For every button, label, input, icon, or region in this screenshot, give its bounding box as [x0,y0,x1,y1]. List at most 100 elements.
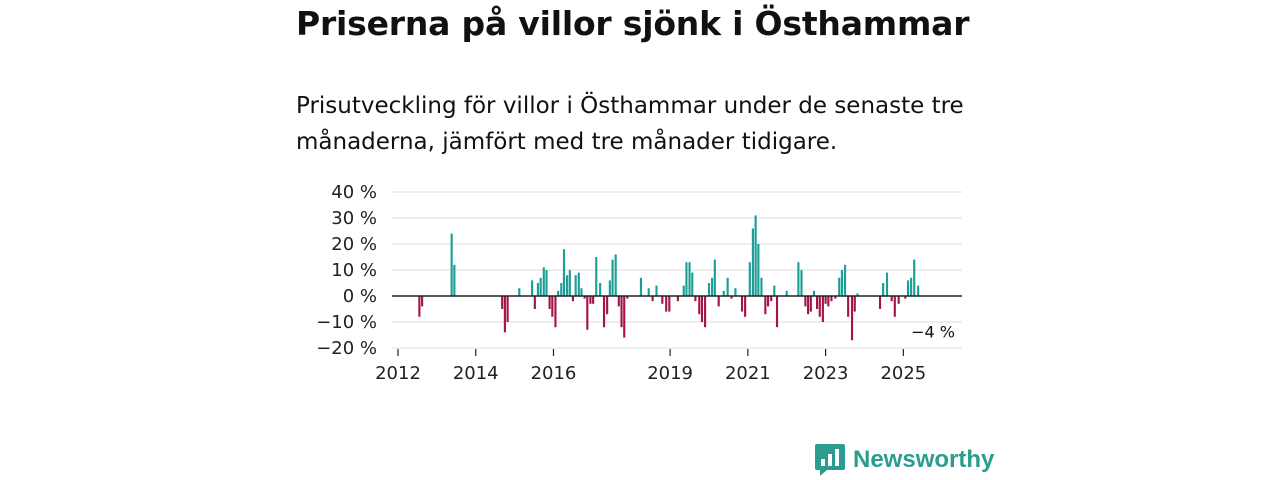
bar [560,283,563,296]
bar [757,244,760,296]
bar [812,290,816,296]
bar [913,259,916,296]
bar [626,296,629,299]
bar [704,296,707,328]
latest-value-label: −4 % [911,322,955,341]
bar [809,296,812,312]
bar [797,262,800,296]
bar [536,283,540,296]
y-tick-label: 10 % [331,260,377,281]
chart-subtitle: Prisutveckling för villor i Östhammar un… [296,93,964,155]
bar [531,280,534,296]
bar [744,296,747,317]
bar [562,249,566,296]
bar [554,296,557,328]
bar [568,270,571,296]
bar [676,296,679,302]
bar [804,296,807,307]
bar [611,259,614,296]
bar [685,262,688,296]
y-tick-label: −20 % [316,338,377,359]
bar [840,270,844,296]
x-tick-label: 2016 [531,363,577,384]
newsworthy-logo-icon [815,444,845,476]
y-tick-label: 30 % [331,208,377,229]
bar [730,296,733,299]
bar [557,290,560,296]
bar [606,296,609,315]
y-tick-label: 20 % [331,234,377,255]
bar [503,296,506,333]
x-tick-label: 2023 [803,363,849,384]
bar [694,296,697,302]
x-tick-label: 2019 [647,363,693,384]
bar [764,296,767,315]
bar [501,296,504,309]
bar [847,296,850,317]
bar [707,283,711,296]
bar [583,296,586,299]
bar [711,277,714,296]
y-tick-label: 40 % [331,182,377,203]
bar [748,262,751,296]
bar [807,296,810,315]
bar [418,296,421,317]
bar [602,296,606,328]
bar [893,296,896,317]
bar [722,290,725,296]
bar [740,296,744,312]
bar [827,296,830,307]
x-tick-label: 2012 [375,363,421,384]
x-tick-label: 2014 [453,363,499,384]
bar [571,296,574,302]
bar [700,296,704,322]
bar [904,296,907,299]
bar [665,296,668,312]
y-tick-label: 0 % [343,286,377,307]
bar [691,272,694,296]
bar [655,285,658,296]
bar [518,288,521,296]
bar [726,277,729,296]
bar [580,288,583,296]
bar [824,296,827,304]
bar [617,296,620,307]
bar [623,296,626,338]
bar [647,288,650,296]
bar [421,296,424,307]
bar [506,296,509,322]
bar [548,296,551,309]
bar [668,296,671,312]
bar [450,233,453,296]
bar [566,275,569,296]
brand-logo[interactable]: Newsworthy [815,444,994,476]
bar [453,264,456,296]
bar [592,296,595,304]
bar [688,262,691,296]
bar [897,296,900,304]
bar [917,285,920,296]
bar [599,283,602,296]
bar [882,283,885,296]
bar [717,296,720,307]
bar [760,277,763,296]
bar [614,254,617,296]
bar [821,296,824,322]
bar [890,296,893,302]
bar [713,259,716,296]
x-tick-label: 2025 [880,363,926,384]
bar [595,257,598,296]
bar [767,296,770,307]
bar [843,264,847,296]
bar [539,277,542,296]
bar [853,296,856,312]
bar [834,296,837,299]
bar [577,272,580,296]
bar [682,285,685,296]
bar [885,272,889,296]
y-tick-label: −10 % [316,312,377,333]
bar [751,228,754,296]
bar [830,296,833,302]
bar [850,296,854,341]
